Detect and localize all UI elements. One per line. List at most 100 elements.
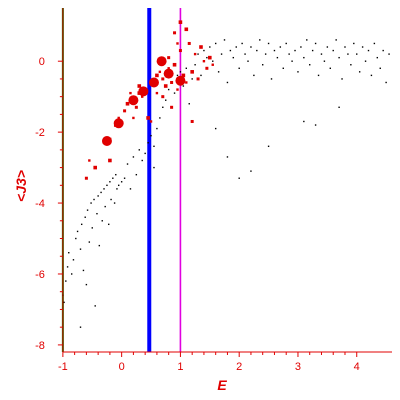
data-point <box>129 91 132 95</box>
data-point <box>253 74 255 77</box>
data-point <box>326 46 329 48</box>
data-point <box>65 280 67 282</box>
data-point <box>108 158 112 163</box>
data-point <box>194 64 196 66</box>
data-point <box>147 142 149 144</box>
data-point <box>247 60 249 62</box>
data-point <box>314 42 317 45</box>
data-point <box>190 70 194 74</box>
data-point <box>176 88 179 91</box>
data-point <box>129 188 132 190</box>
data-point <box>208 55 212 60</box>
data-point <box>155 73 159 78</box>
data-point <box>214 42 217 45</box>
data-point <box>110 198 112 201</box>
data-point <box>338 106 340 108</box>
data-point <box>385 81 387 84</box>
data-point <box>238 177 240 179</box>
data-point <box>188 103 190 105</box>
data-point <box>101 220 103 222</box>
data-point <box>353 42 355 45</box>
data-point <box>264 53 267 55</box>
data-point <box>156 127 158 130</box>
data-points <box>62 20 390 328</box>
data-point <box>108 223 110 226</box>
data-point <box>176 74 179 77</box>
data-point <box>100 191 102 194</box>
data-point <box>70 273 73 275</box>
data-point <box>96 212 98 215</box>
data-point <box>382 49 384 52</box>
data-point <box>141 95 144 98</box>
data-point <box>167 88 170 91</box>
y-tick-label: -4 <box>35 198 45 210</box>
data-point <box>190 119 194 123</box>
data-point <box>80 223 83 226</box>
data-point <box>376 56 379 59</box>
data-point <box>113 202 116 204</box>
data-point <box>182 85 185 87</box>
data-point <box>82 269 85 272</box>
data-point <box>109 181 111 183</box>
data-point <box>113 118 124 129</box>
data-point <box>364 60 367 62</box>
data-point <box>118 184 120 187</box>
data-point <box>163 84 168 88</box>
data-point <box>155 91 159 95</box>
data-point <box>86 209 89 211</box>
data-point <box>161 77 165 81</box>
data-point <box>158 70 162 74</box>
data-point <box>256 49 258 52</box>
data-point <box>134 105 138 109</box>
data-point <box>267 42 270 45</box>
data-point <box>106 184 108 187</box>
data-point <box>223 39 226 41</box>
data-point <box>232 56 235 59</box>
data-point <box>79 248 82 250</box>
data-point <box>250 46 252 48</box>
data-point <box>173 31 177 35</box>
data-point <box>297 71 299 73</box>
data-point <box>123 177 126 179</box>
data-point <box>303 120 305 123</box>
data-point <box>356 53 358 55</box>
data-point <box>146 116 150 120</box>
data-point <box>191 78 193 80</box>
y-tick-label: -2 <box>35 127 45 139</box>
data-point <box>373 42 376 45</box>
data-point <box>317 74 320 77</box>
data-point <box>341 78 343 80</box>
data-point <box>344 46 346 48</box>
data-point <box>172 62 177 67</box>
data-point <box>173 92 176 94</box>
data-point <box>212 60 214 62</box>
data-point <box>329 67 331 69</box>
data-point <box>311 49 314 52</box>
data-point <box>196 77 200 81</box>
data-point <box>279 46 282 48</box>
data-point <box>93 198 95 201</box>
data-point <box>120 181 123 183</box>
data-point <box>141 159 143 162</box>
data-point <box>98 244 101 247</box>
data-point <box>214 127 217 130</box>
data-point <box>185 81 188 84</box>
x-tick-label: 1 <box>177 361 183 373</box>
data-point <box>97 195 99 197</box>
data-point <box>217 71 220 73</box>
data-point <box>159 117 161 119</box>
data-point <box>138 86 149 97</box>
data-point <box>323 60 326 62</box>
data-point <box>199 45 203 49</box>
data-point <box>79 326 82 328</box>
y-axis-label: <J3> <box>13 170 29 202</box>
data-point <box>202 59 206 63</box>
data-point <box>314 124 317 126</box>
x-axis-label: E <box>217 377 227 393</box>
data-point <box>84 216 86 218</box>
data-point <box>294 49 296 52</box>
ticks: -1 0 1 2 3 4 -8 -6 -4 -2 0 <box>35 56 360 373</box>
data-point <box>149 120 153 123</box>
data-point <box>148 77 159 88</box>
